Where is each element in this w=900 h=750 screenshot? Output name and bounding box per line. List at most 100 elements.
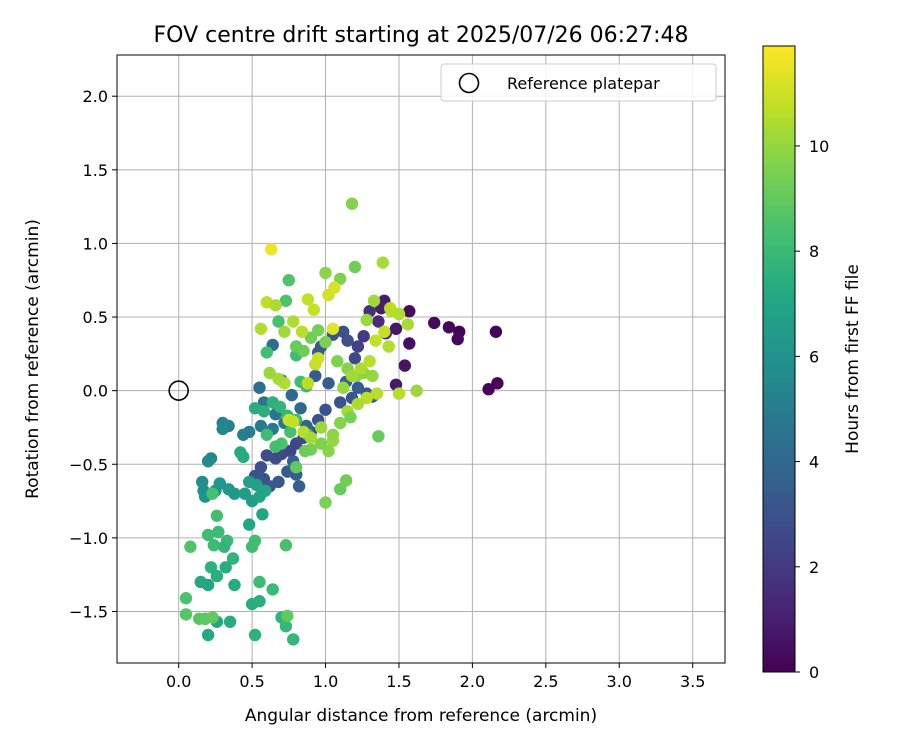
data-point — [260, 346, 273, 359]
y-tick-label: 1.5 — [83, 161, 108, 180]
grid-lines — [117, 55, 725, 663]
data-point — [243, 518, 256, 531]
data-point — [348, 352, 362, 365]
data-point — [273, 400, 287, 413]
data-point — [282, 274, 295, 287]
data-point — [489, 325, 503, 338]
x-tick-label: 0.0 — [166, 672, 191, 691]
colorbar-tick-label: 2 — [809, 558, 819, 577]
data-point — [253, 381, 266, 394]
legend-label-reference: Reference platepar — [507, 74, 660, 93]
data-point — [287, 633, 300, 646]
data-point — [284, 425, 297, 439]
data-point — [266, 583, 279, 596]
data-point — [259, 484, 272, 497]
data-point — [389, 322, 403, 335]
data-point — [331, 355, 344, 368]
data-point — [428, 316, 441, 330]
data-point — [184, 540, 197, 553]
data-point — [294, 402, 307, 415]
data-point — [285, 388, 298, 402]
data-point — [228, 487, 241, 500]
data-point — [348, 260, 362, 274]
data-point — [260, 428, 273, 441]
data-point — [292, 480, 306, 493]
data-point — [334, 483, 347, 496]
data-point — [279, 294, 293, 307]
x-tick-label: 3.0 — [607, 672, 632, 691]
x-tick-label: 2.0 — [460, 672, 485, 691]
data-point — [179, 592, 193, 605]
data-point — [366, 369, 379, 383]
data-point — [237, 428, 250, 441]
data-point — [345, 369, 359, 383]
data-point — [257, 396, 271, 409]
data-point — [351, 397, 365, 411]
data-point — [281, 609, 294, 623]
colorbar-tick-label: 4 — [809, 453, 819, 472]
data-point — [201, 578, 215, 592]
data-point — [309, 358, 322, 371]
data-point — [403, 337, 416, 350]
data-point — [253, 595, 266, 608]
data-point — [218, 540, 231, 553]
data-point — [254, 461, 268, 474]
data-point — [319, 335, 332, 349]
x-tick-label: 0.5 — [239, 672, 264, 691]
legend-marker-reference — [458, 72, 480, 94]
data-point — [212, 525, 225, 539]
data-point — [287, 315, 300, 328]
data-point — [263, 366, 276, 380]
data-point — [345, 197, 359, 210]
chart-title: FOV centre drift starting at 2025/07/26 … — [154, 23, 689, 48]
data-point — [206, 487, 219, 500]
data-points — [179, 197, 504, 646]
y-tick-label: −1.0 — [69, 529, 108, 548]
data-point — [204, 561, 218, 574]
data-point — [326, 322, 340, 335]
data-point — [279, 620, 293, 633]
data-point — [354, 362, 367, 375]
data-point — [384, 302, 397, 315]
data-point — [228, 578, 241, 592]
data-point — [210, 509, 224, 522]
data-point — [328, 281, 341, 294]
data-point — [370, 387, 384, 400]
data-point — [382, 340, 395, 353]
reference-platepar-marker — [168, 380, 189, 401]
data-point — [410, 384, 423, 397]
data-point — [254, 322, 268, 335]
data-point — [326, 428, 340, 441]
data-point — [392, 387, 406, 400]
x-tick-label: 3.5 — [680, 672, 705, 691]
colorbar-ticks: 0 2 4 6 8 10 — [795, 137, 829, 682]
data-point — [260, 449, 273, 462]
data-point — [297, 344, 310, 358]
data-point — [207, 539, 221, 552]
data-point — [201, 628, 215, 642]
data-point — [295, 325, 309, 338]
data-point — [248, 628, 262, 642]
colorbar-tick-label: 0 — [809, 663, 819, 682]
data-point — [307, 303, 320, 316]
data-point — [334, 396, 347, 409]
y-tick-label: −1.5 — [69, 602, 108, 621]
data-point — [334, 416, 347, 430]
data-point — [369, 334, 382, 347]
colorbar-tick-label: 8 — [809, 242, 819, 261]
data-point — [360, 313, 373, 327]
data-point — [360, 391, 373, 405]
y-tick-label: 2.0 — [83, 87, 108, 106]
data-point — [301, 293, 315, 306]
y-axis: −1.5 −1.0 −0.5 0.0 0.5 1.0 1.5 2.0 — [69, 87, 117, 621]
data-point — [351, 381, 365, 394]
legend: Reference platepar — [440, 63, 717, 102]
y-axis-label: Rotation from reference (arcmin) — [23, 219, 43, 499]
colorbar: 0 2 4 6 8 10 Hours from first FF file — [762, 45, 863, 682]
plot-frame — [116, 54, 726, 664]
data-point — [219, 561, 232, 574]
data-point — [269, 440, 282, 453]
data-point — [314, 437, 328, 450]
legend-box — [440, 63, 717, 102]
